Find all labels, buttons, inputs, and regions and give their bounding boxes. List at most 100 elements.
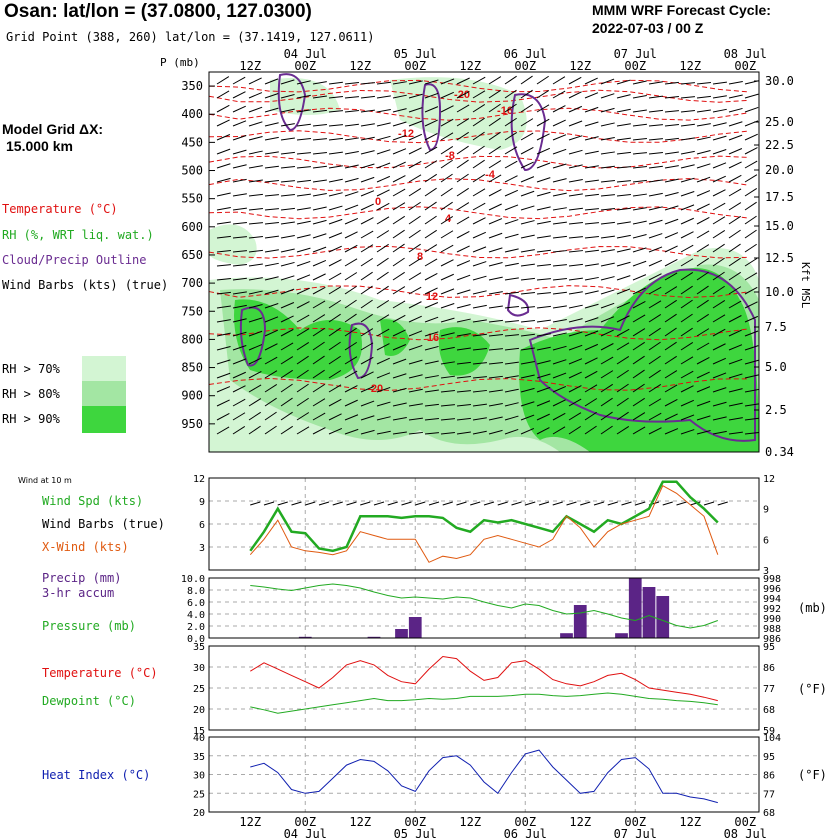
wind-barb [248, 150, 263, 155]
wind-barb [360, 203, 374, 211]
wind-barb [648, 341, 661, 351]
rh-legend-swatches [82, 356, 126, 433]
wind-barb [424, 133, 438, 141]
wind-barb [552, 385, 567, 393]
time-tick-label-bottom: 00Z [404, 815, 426, 829]
wind-barb [392, 215, 406, 225]
wind-barb [424, 316, 439, 323]
wind-barb [280, 315, 294, 323]
wind-barb [232, 398, 246, 407]
wind-barb [328, 232, 343, 239]
wind-barb [552, 264, 567, 267]
wind-barb [312, 398, 326, 407]
wind-barb [296, 80, 311, 85]
wind-barb [712, 401, 727, 407]
wind-barb [616, 342, 630, 351]
wind-barb [584, 179, 599, 183]
wind-barb [456, 216, 470, 225]
time-tick-label-bottom: 12Z [679, 815, 701, 829]
wind-barb [472, 202, 486, 211]
wind-barb [664, 384, 678, 393]
time-tick-label-top: 12Z [239, 59, 261, 73]
wind-barb [440, 244, 454, 253]
wind-barb [728, 229, 741, 239]
wind-barb [520, 205, 535, 211]
wind-barb [520, 190, 535, 197]
wind-barb [280, 356, 294, 365]
wind-barb [712, 108, 727, 113]
wind-barb [520, 414, 535, 421]
wind-barb [456, 118, 470, 127]
wind-barb [216, 76, 230, 85]
wind-barb [616, 315, 630, 323]
right-tick-label: 95 [763, 752, 775, 763]
left-tick-label: 8.0 [187, 586, 205, 597]
wind-barb [312, 246, 327, 253]
wind-barb [520, 292, 535, 295]
legend-temperature: Temperature (°C) [2, 202, 118, 216]
wind-barb [344, 385, 358, 393]
time-tick-label-top: 00Z [404, 59, 426, 73]
surface-wind-barb [263, 501, 275, 506]
right-tick-label: 77 [763, 789, 775, 800]
right-tick-label: 68 [763, 808, 775, 819]
wind-barb [488, 416, 503, 421]
surface-wind-barb [305, 501, 316, 506]
wind-barb [552, 105, 566, 113]
wind-barb [504, 291, 519, 295]
wind-barb [424, 146, 438, 155]
wind-barb [680, 285, 693, 295]
right-tick-label: 3 [763, 566, 769, 577]
wind-barb [360, 123, 375, 127]
wind-barb [696, 163, 711, 169]
right-tick-label: 95 [763, 642, 775, 653]
wind-barb [600, 425, 613, 435]
wind-barb [248, 92, 263, 99]
wind-barb [440, 346, 455, 351]
wind-barb [216, 134, 231, 141]
legend-rh70: RH > 70% [2, 362, 60, 376]
wind-barb [408, 188, 422, 197]
temperature-contour [208, 285, 750, 299]
wind-barb [376, 95, 391, 99]
wind-barb [296, 166, 311, 169]
wind-barb [344, 414, 359, 421]
wind-barb [312, 355, 325, 365]
wind-barb [696, 190, 711, 197]
wind-barb [600, 180, 615, 183]
wind-barb [600, 78, 615, 85]
wind-barb [744, 301, 758, 309]
wind-barb [312, 300, 326, 309]
wind-barb [408, 359, 423, 365]
surface-wind-barb [442, 501, 453, 506]
surface-wind-barb [525, 501, 536, 506]
wind-barb [376, 108, 391, 113]
wind-barb [296, 94, 311, 99]
wind-barb [408, 330, 423, 337]
wind-barb [632, 314, 646, 323]
rh80-swatch [82, 381, 126, 406]
height-tick-label: 7.5 [765, 320, 787, 334]
wind-barb [600, 276, 615, 281]
wind-barb [568, 149, 583, 155]
left-tick-label: 20 [193, 808, 205, 819]
wind-barb [536, 333, 551, 337]
temperature-contour [208, 245, 750, 259]
wind-barb [296, 426, 310, 435]
wind-barb [248, 208, 263, 211]
wind-barb [680, 414, 695, 421]
wind-barb [568, 178, 583, 183]
wind-barb [232, 358, 247, 365]
wind-barb [408, 120, 423, 127]
legend-cloud: Cloud/Precip Outline [2, 253, 147, 267]
wind-barb [536, 400, 551, 407]
surface-wind-barb [318, 501, 330, 506]
wind-barb [360, 82, 375, 85]
temperature-contour [208, 206, 750, 220]
surface-wind-barb [470, 501, 481, 506]
wind-barb [392, 387, 407, 393]
wind-barb [664, 398, 678, 407]
wind-barb-layer [216, 75, 759, 506]
wind-barb [456, 303, 471, 309]
precip-bar [615, 633, 628, 638]
